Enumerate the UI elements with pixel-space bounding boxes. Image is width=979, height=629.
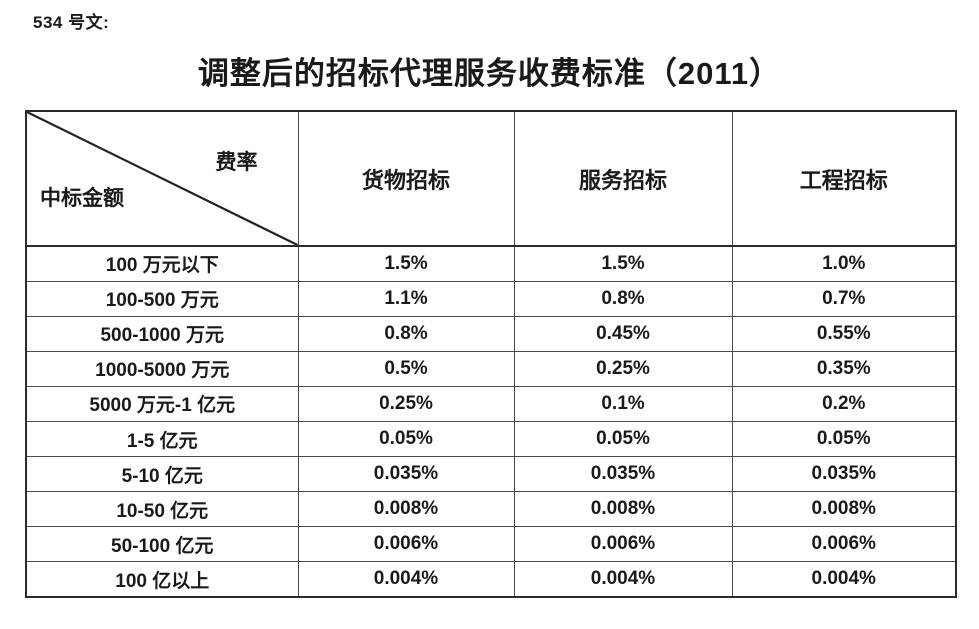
amount-range-label: 50-100 亿元 — [25, 526, 299, 563]
diagonal-divider-line — [27, 112, 297, 244]
goods-rate-value: 1.1% — [297, 280, 515, 317]
amount-range-label: 1-5 亿元 — [25, 420, 299, 458]
services-rate-value: 0.1% — [513, 385, 733, 422]
works-rate-value: 0.35% — [731, 350, 957, 387]
services-rate-value: 0.006% — [513, 526, 733, 563]
amount-range-label: 1000-5000 万元 — [25, 350, 299, 387]
table-row: 100 亿以上 0.004% 0.004% 0.004% — [25, 561, 957, 598]
amount-range-label: 10-50 亿元 — [25, 491, 299, 528]
goods-rate-value: 0.8% — [297, 315, 515, 352]
amount-range-label: 100 万元以下 — [25, 245, 299, 282]
corner-label-bid-amount: 中标金额 — [40, 187, 124, 210]
column-header-works: 工程招标 — [731, 110, 957, 247]
amount-range-label: 100-500 万元 — [25, 280, 299, 317]
goods-rate-value: 0.05% — [297, 420, 515, 458]
table-row: 10-50 亿元 0.008% 0.008% 0.008% — [25, 491, 957, 528]
works-rate-value: 0.55% — [731, 315, 957, 352]
table-row: 5-10 亿元 0.035% 0.035% 0.035% — [25, 456, 957, 493]
services-rate-value: 1.5% — [513, 245, 733, 282]
works-rate-value: 0.006% — [731, 526, 957, 563]
goods-rate-value: 0.006% — [297, 526, 515, 563]
goods-rate-value: 0.035% — [297, 456, 515, 493]
table-row: 100 万元以下 1.5% 1.5% 1.0% — [25, 245, 957, 282]
services-rate-value: 0.45% — [513, 315, 733, 352]
table-row: 1000-5000 万元 0.5% 0.25% 0.35% — [25, 350, 957, 387]
table-row: 50-100 亿元 0.006% 0.006% 0.006% — [25, 526, 957, 563]
goods-rate-value: 0.008% — [297, 491, 515, 528]
column-header-services: 服务招标 — [513, 110, 733, 247]
doc-number-label: 534 号文: — [33, 13, 110, 32]
goods-rate-value: 0.5% — [297, 350, 515, 387]
services-rate-value: 0.25% — [513, 350, 733, 387]
services-rate-value: 0.008% — [513, 491, 733, 528]
goods-rate-value: 0.25% — [297, 385, 515, 422]
services-rate-value: 0.004% — [513, 561, 733, 598]
services-rate-value: 0.8% — [513, 280, 733, 317]
header-row: 费率 中标金额 货物招标 服务招标 工程招标 — [25, 110, 957, 247]
goods-rate-value: 0.004% — [297, 561, 515, 598]
works-rate-value: 1.0% — [731, 245, 957, 282]
works-rate-value: 0.008% — [731, 491, 957, 528]
amount-range-label: 5000 万元-1 亿元 — [25, 385, 299, 422]
table-row: 100-500 万元 1.1% 0.8% 0.7% — [25, 280, 957, 317]
works-rate-value: 0.035% — [731, 456, 957, 493]
column-header-goods: 货物招标 — [297, 110, 515, 247]
corner-label-fee-rate: 费率 — [215, 151, 258, 174]
table-body: 100 万元以下 1.5% 1.5% 1.0% 100-500 万元 1.1% … — [25, 245, 957, 598]
corner-header-cell: 费率 中标金额 — [25, 110, 299, 247]
works-rate-value: 0.05% — [731, 420, 957, 458]
amount-range-label: 5-10 亿元 — [25, 456, 299, 493]
works-rate-value: 0.7% — [731, 280, 957, 317]
table-row: 500-1000 万元 0.8% 0.45% 0.55% — [25, 315, 957, 352]
amount-range-label: 500-1000 万元 — [25, 315, 299, 352]
services-rate-value: 0.05% — [513, 420, 733, 458]
works-rate-value: 0.004% — [731, 561, 957, 598]
amount-range-label: 100 亿以上 — [25, 561, 299, 598]
table-row: 1-5 亿元 0.05% 0.05% 0.05% — [25, 420, 957, 458]
services-rate-value: 0.035% — [513, 456, 733, 493]
fee-rate-table: 费率 中标金额 货物招标 服务招标 工程招标 100 万元以下 1.5% 1.5… — [25, 110, 957, 598]
works-rate-value: 0.2% — [731, 385, 957, 422]
page-title: 调整后的招标代理服务收费标准（2011） — [197, 56, 782, 91]
table-row: 5000 万元-1 亿元 0.25% 0.1% 0.2% — [25, 385, 957, 422]
goods-rate-value: 1.5% — [297, 245, 515, 282]
